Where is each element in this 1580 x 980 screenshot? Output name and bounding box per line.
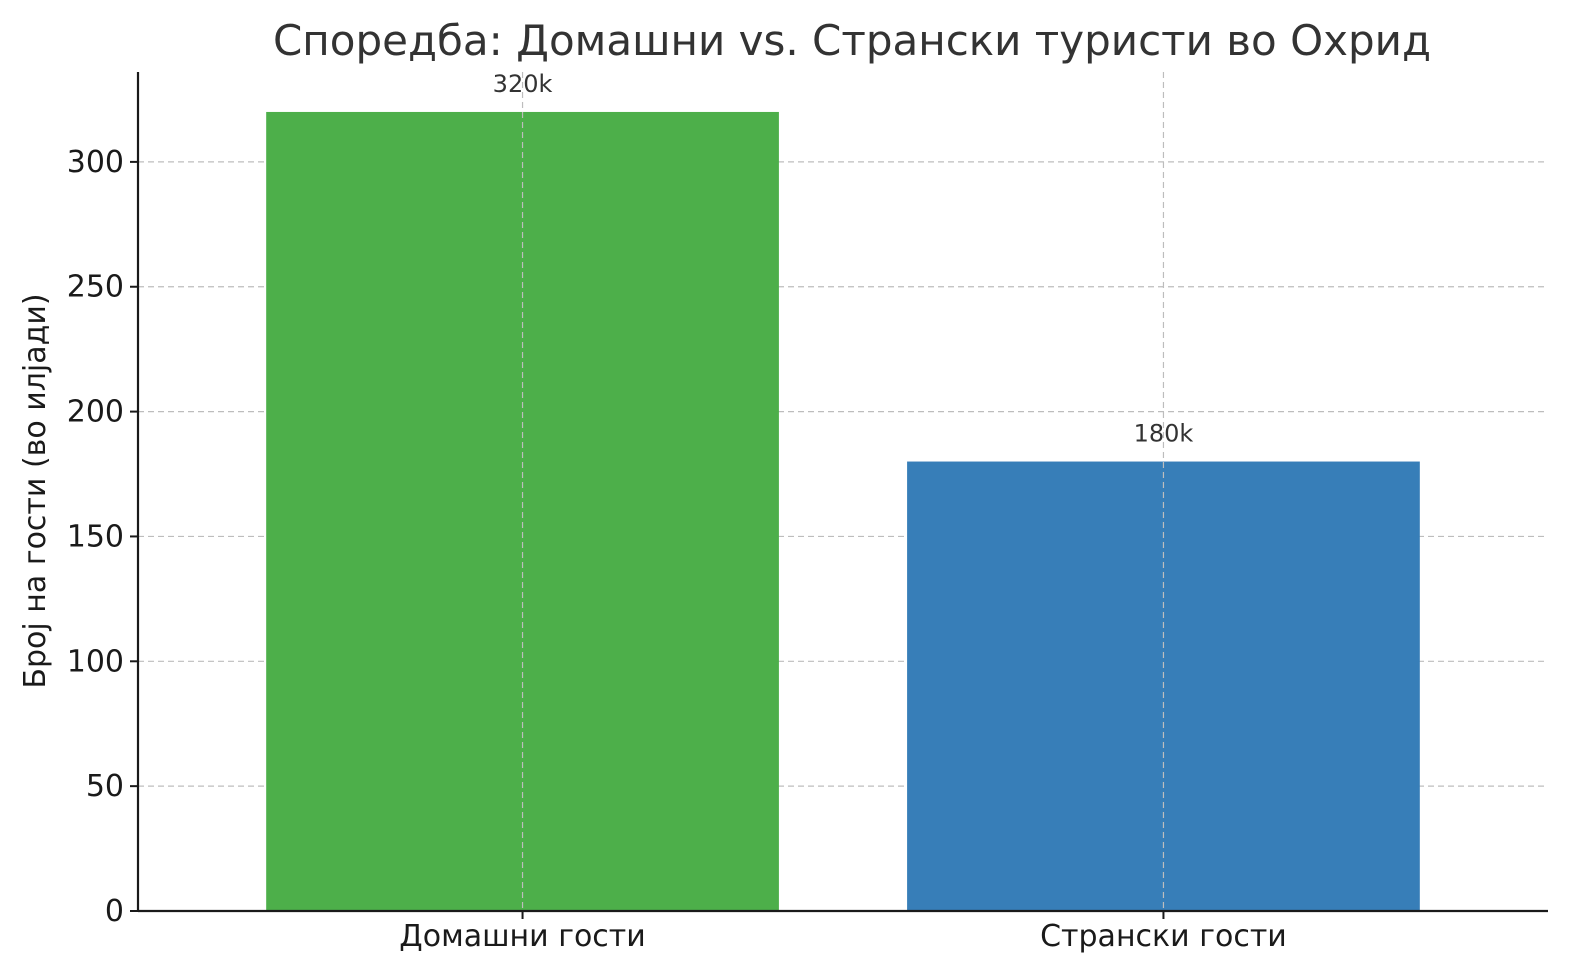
data-label: 320k bbox=[493, 70, 553, 98]
y-tick-label: 100 bbox=[67, 644, 124, 679]
y-tick-label: 250 bbox=[67, 270, 124, 305]
bar bbox=[266, 111, 779, 911]
y-tick-label: 50 bbox=[86, 769, 124, 804]
y-axis-label: Број на гости (во илјади) bbox=[18, 293, 53, 688]
x-tick-label: Странски гости bbox=[1040, 919, 1287, 954]
bars bbox=[266, 111, 1420, 911]
y-tick-label: 150 bbox=[67, 519, 124, 554]
x-tick-label: Домашни гости bbox=[399, 919, 646, 954]
chart-title: Споредба: Домашни vs. Странски туристи в… bbox=[273, 16, 1431, 65]
y-tick-label: 300 bbox=[67, 145, 124, 180]
y-tick-label: 0 bbox=[105, 894, 124, 929]
labels: 0 50 100 150 200 250 300 320k Домашни гости 180k С… bbox=[67, 70, 1287, 954]
axes bbox=[130, 72, 1548, 919]
y-tick-label: 200 bbox=[67, 395, 124, 430]
data-label: 180k bbox=[1134, 420, 1194, 448]
